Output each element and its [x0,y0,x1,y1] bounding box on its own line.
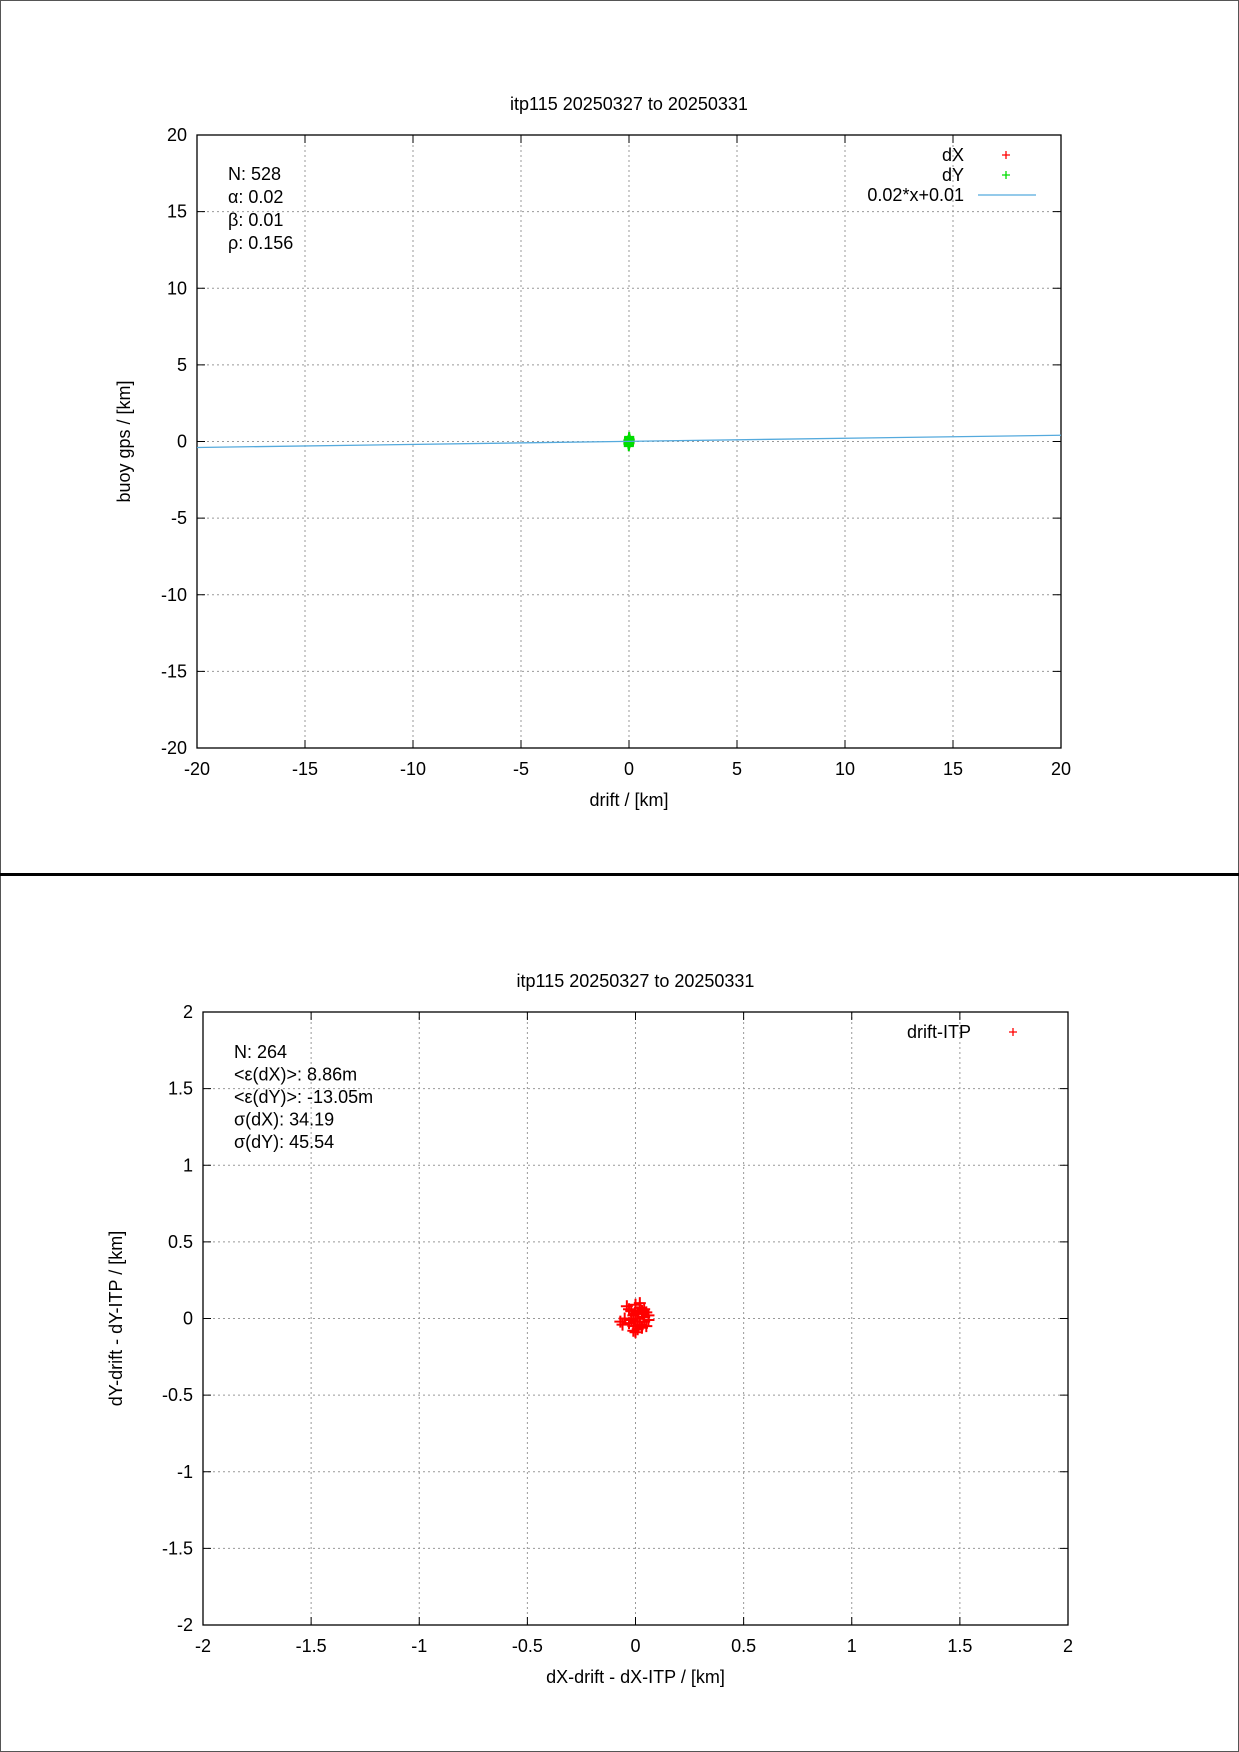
x-tick-label: 10 [835,759,855,779]
y-tick-label: -15 [161,661,187,681]
x-tick-label: -1 [411,1636,427,1656]
x-axis-label: drift / [km] [589,790,668,810]
x-tick-label: 2 [1063,1636,1073,1656]
x-tick-label: 15 [943,759,963,779]
y-axis-label: buoy gps / [km] [114,380,134,502]
stats-label: N: 528 [228,164,281,184]
stats-label: α: 0.02 [228,187,283,207]
data-point [629,1307,642,1320]
y-tick-label: 10 [167,278,187,298]
stats-label: N: 264 [234,1042,287,1062]
fit-line [197,434,1061,449]
data-point [638,1303,651,1316]
x-tick-label: 5 [732,759,742,779]
legend-marker [1009,1028,1017,1036]
stats-label: <ε(dX)>: 8.86m [234,1065,357,1085]
x-tick-label: 20 [1051,759,1071,779]
data-point [633,1297,646,1310]
x-tick-label: 0 [624,759,634,779]
stats-label: <ε(dY)>: -13.05m [234,1087,373,1107]
x-tick-label: -10 [400,759,426,779]
y-axis-label: dY-drift - dY-ITP / [km] [106,1231,126,1406]
data-point [633,1315,646,1328]
x-tick-label: -15 [292,759,318,779]
plot-frame [196,134,1062,749]
x-tick-label: 1 [847,1636,857,1656]
stats-label: σ(dX): 34.19 [234,1110,334,1130]
stats-label: ρ: 0.156 [228,233,293,253]
y-tick-label: 1.5 [168,1079,193,1099]
y-tick-label: -10 [161,585,187,605]
x-tick-label: -1.5 [296,1636,327,1656]
drift-vs-buoy-chart: -20 -15 -10 -5 0 5 10 15 20 -20 -15 -10 -5 0 5 10 15 20 it… [114,94,1071,810]
x-tick-label: 1.5 [947,1636,972,1656]
y-tick-label: 20 [167,125,187,145]
chart-title: itp115 20250327 to 20250331 [517,971,755,991]
plot-area [614,1297,655,1339]
data-point [623,1303,636,1316]
data-point [625,1314,638,1327]
x-tick-label: -2 [195,1636,211,1656]
x-axis-label: dX-drift - dX-ITP / [km] [546,1667,725,1687]
stats-label: β: 0.01 [228,210,283,230]
y-tick-label: 0 [177,432,187,452]
y-tick-label: 15 [167,202,187,222]
legend-label: drift-ITP [907,1022,971,1042]
x-tick-label: 0 [630,1636,640,1656]
legend-label: 0.02*x+0.01 [867,185,964,205]
chart-title: itp115 20250327 to 20250331 [510,94,748,114]
y-tick-label: 1 [183,1155,193,1175]
y-tick-label: -20 [161,738,187,758]
x-tick-label: 0.5 [731,1636,756,1656]
y-tick-label: -5 [171,508,187,528]
y-tick-label: 5 [177,355,187,375]
stats-label: σ(dY): 45.54 [234,1132,334,1152]
legend-label: dY [942,165,964,185]
page-divider [0,873,1239,876]
drift-minus-itp-chart: -2 -1.5 -1 -0.5 0 0.5 1 1.5 2 -2 -1.5 -1 -0.5 0 0.5 1 1.… [106,971,1073,1687]
y-tick-label: 0 [183,1309,193,1329]
y-tick-label: -2 [177,1615,193,1635]
plot-frame [202,1011,1069,1626]
plot-area [197,431,1061,452]
legend-marker [1002,151,1010,159]
y-tick-label: -1 [177,1462,193,1482]
data-point [616,1318,629,1331]
data-point [640,1320,653,1333]
legend-label: dX [942,145,964,165]
y-tick-label: 0.5 [168,1232,193,1252]
y-tick-label: -0.5 [162,1385,193,1405]
x-tick-label: -20 [184,759,210,779]
data-point [627,1324,640,1337]
data-point [629,1326,642,1339]
y-tick-label: -1.5 [162,1538,193,1558]
data-point [631,1306,644,1319]
x-tick-label: -5 [513,759,529,779]
legend-marker [1002,171,1010,179]
data-point [642,1314,655,1327]
x-tick-label: -0.5 [512,1636,543,1656]
y-tick-label: 2 [183,1002,193,1022]
